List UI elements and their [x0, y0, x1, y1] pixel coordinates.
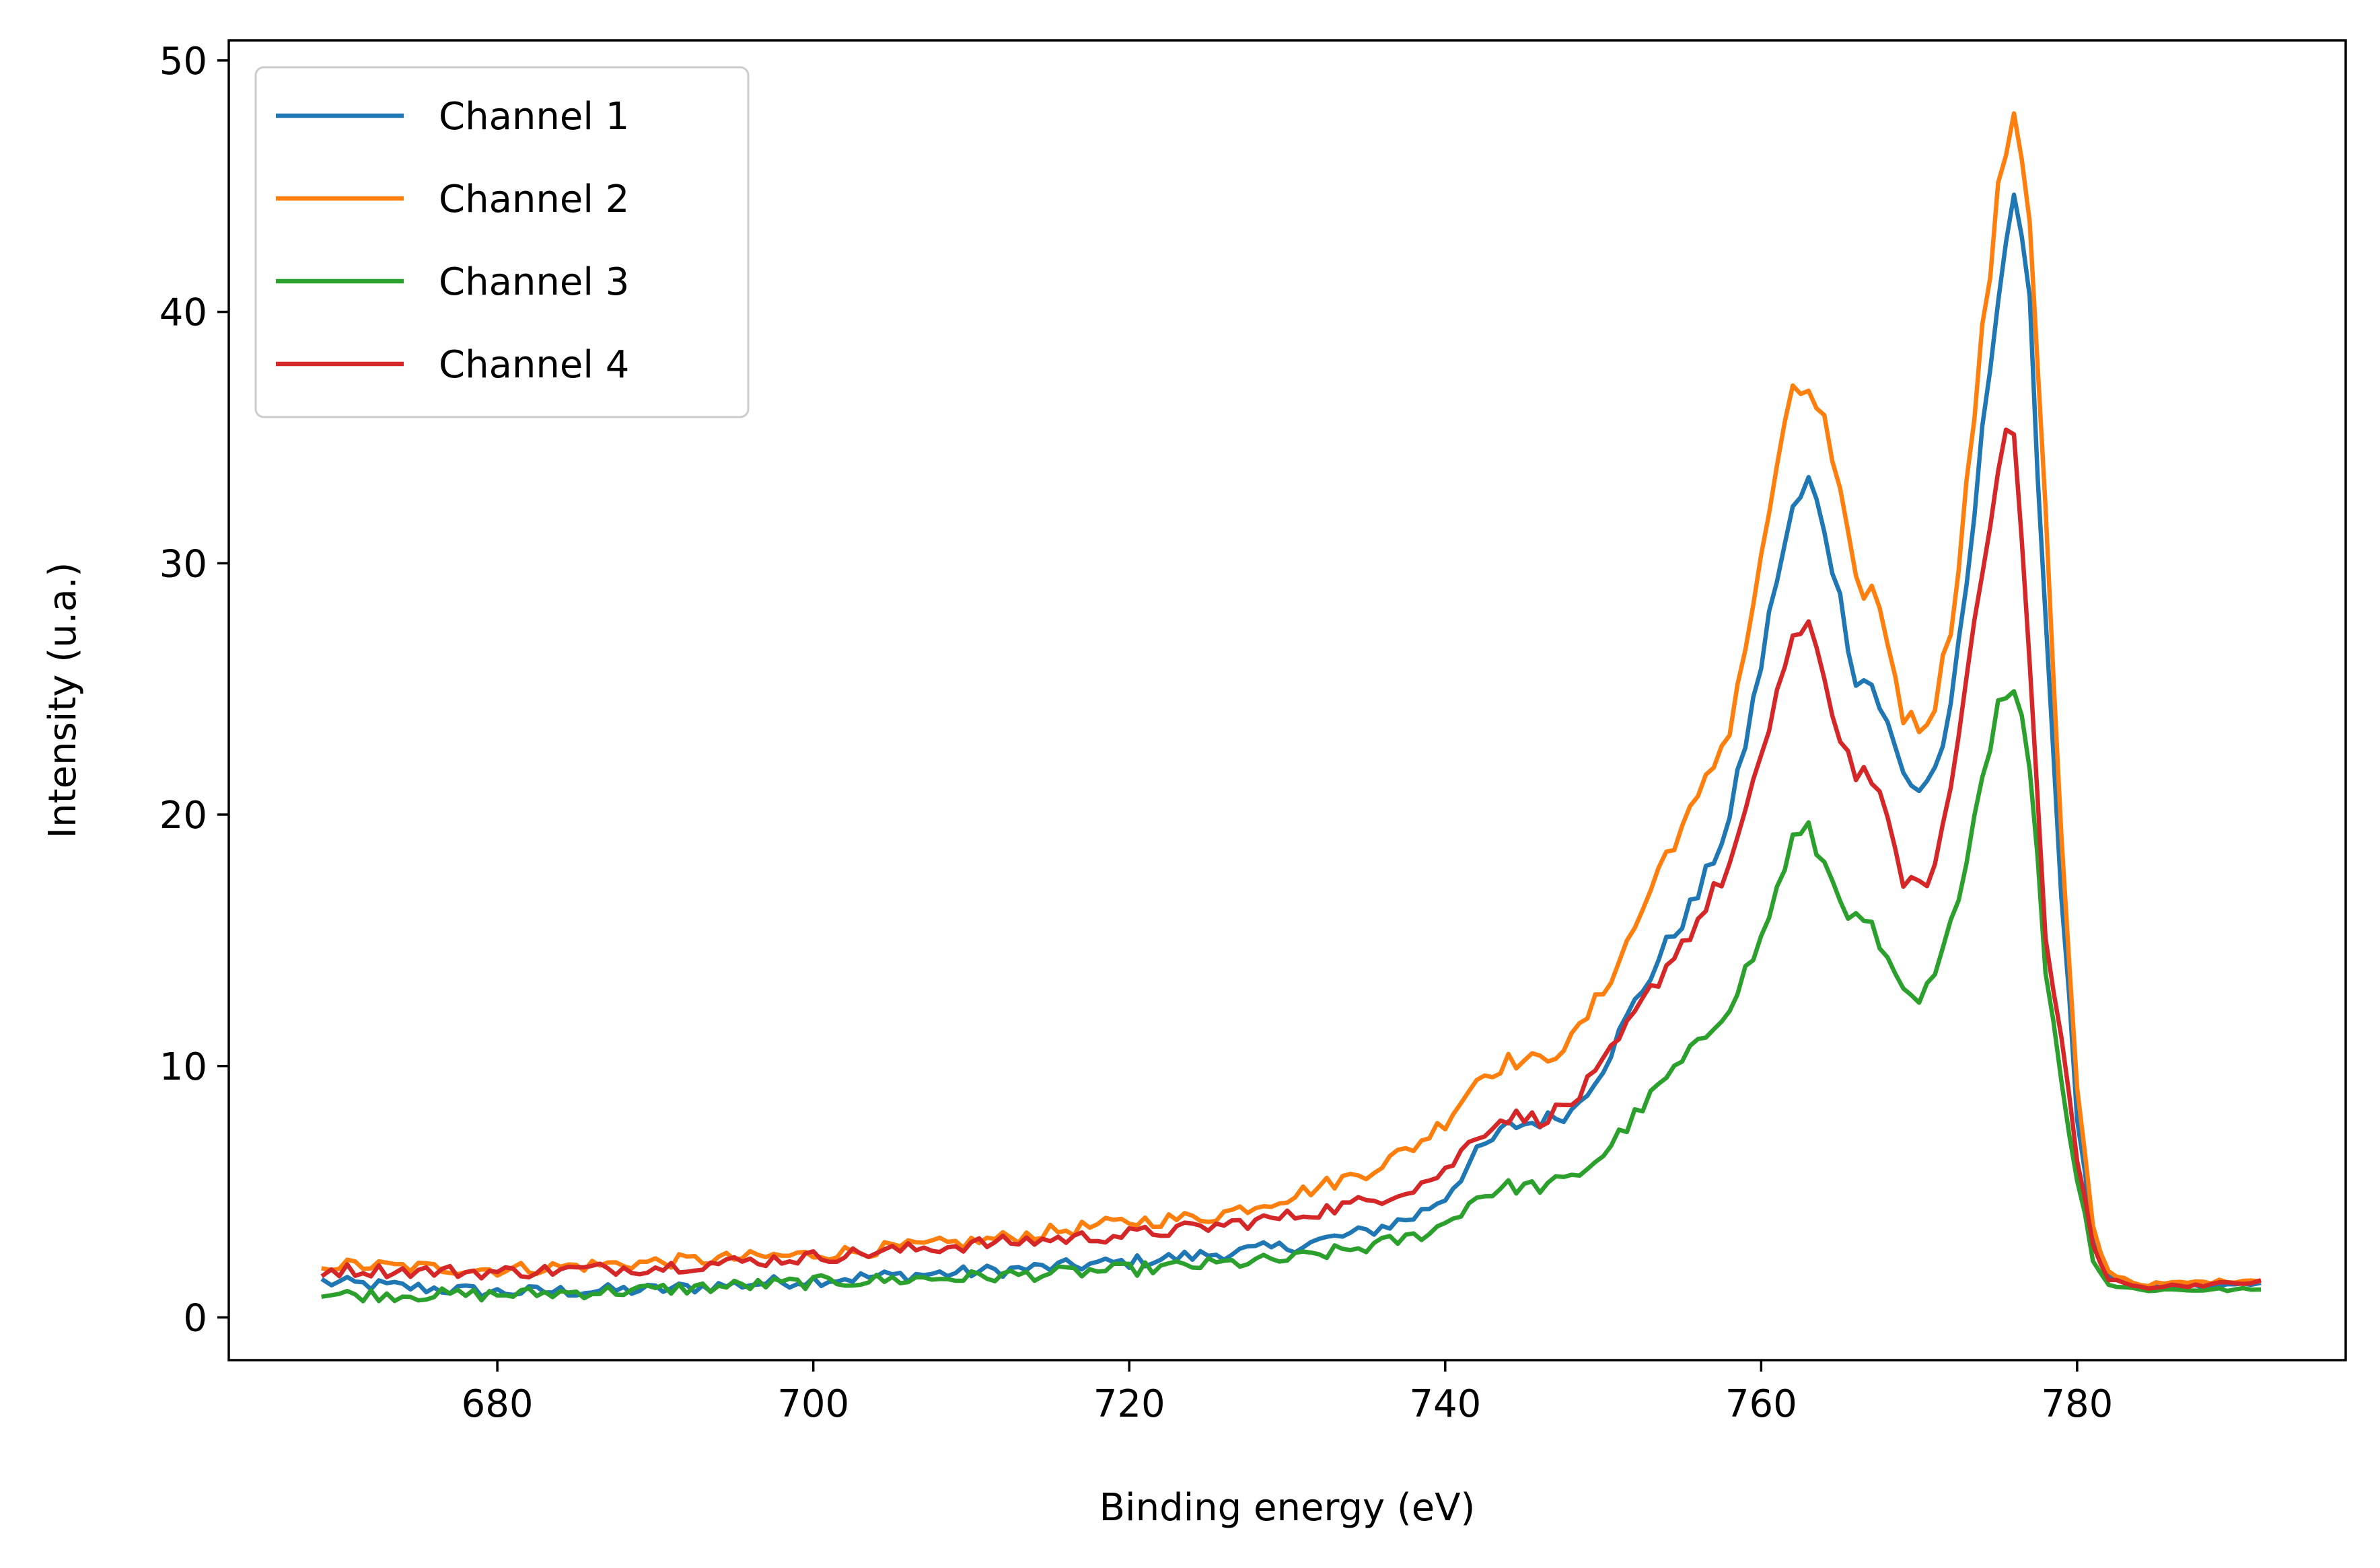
series-line-3	[321, 689, 2262, 1304]
x-tick-label: 680	[462, 1382, 534, 1426]
legend-label-4: Channel 4	[439, 343, 629, 387]
y-tick-label: 20	[159, 794, 207, 837]
x-axis-title: Binding energy (eV)	[1099, 1486, 1476, 1530]
series-lines	[320, 111, 2262, 1304]
x-tick-label: 700	[777, 1382, 849, 1426]
legend-label-3: Channel 3	[439, 260, 629, 304]
y-tick-label: 40	[159, 291, 207, 335]
y-tick-label: 30	[159, 542, 207, 586]
x-tick-label: 740	[1409, 1382, 1481, 1426]
plot-frame	[227, 39, 2347, 1361]
legend-box	[254, 66, 750, 418]
x-tick-label: 720	[1093, 1382, 1165, 1426]
y-tick-label: 50	[159, 40, 207, 83]
x-tick-label: 780	[2041, 1382, 2113, 1426]
y-axis-ticks: 0 10 20 30 40 50	[159, 40, 229, 1340]
y-tick-label: 0	[183, 1296, 207, 1340]
series-line-2	[321, 111, 2262, 1289]
legend-label-1: Channel 1	[439, 95, 629, 139]
x-axis-ticks: 680 700 720 740 760 780	[462, 1360, 2113, 1426]
legend-label-2: Channel 2	[439, 178, 629, 221]
x-tick-label: 760	[1725, 1382, 1797, 1426]
y-axis-title: Intensity (u.a.)	[41, 562, 85, 839]
y-tick-label: 10	[159, 1045, 207, 1089]
series-line-4	[320, 427, 2262, 1291]
legend: Channel 1 Channel 2 Channel 3 Channel 4	[254, 66, 750, 418]
